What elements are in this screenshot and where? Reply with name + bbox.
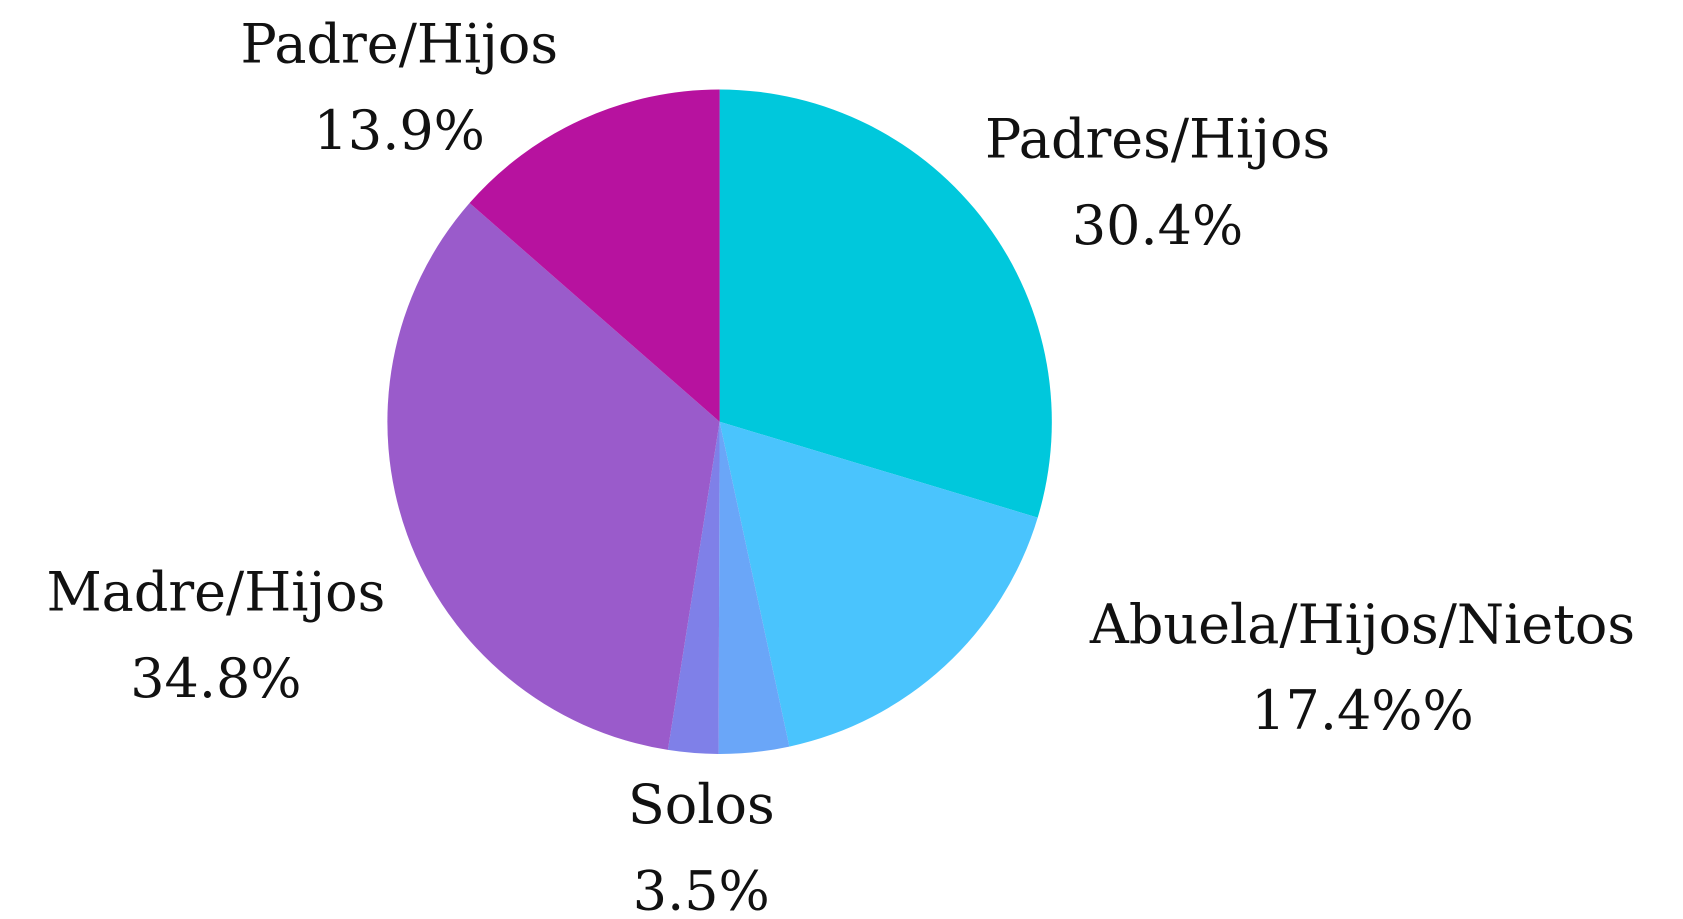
slice-value-label: 13.9% bbox=[314, 99, 485, 162]
slice-value-label: 3.5% bbox=[633, 859, 770, 919]
pie-slice bbox=[719, 421, 1038, 747]
slice-label: Madre/Hijos bbox=[46, 560, 385, 623]
slice-value-label: 17.4%% bbox=[1251, 679, 1474, 742]
slice-label: Solos bbox=[628, 773, 775, 836]
pie-slice bbox=[469, 89, 720, 422]
slice-value-label: 30.4% bbox=[1072, 194, 1243, 257]
pie-slice bbox=[719, 89, 1052, 518]
slice-value-label: 34.8% bbox=[130, 647, 301, 710]
pie-slice bbox=[667, 421, 720, 754]
slice-label: Padre/Hijos bbox=[241, 13, 559, 76]
slice-label: Abuela/Hijos/Nietos bbox=[1089, 593, 1635, 656]
pie-slice bbox=[387, 203, 720, 750]
pie-slice bbox=[718, 421, 790, 754]
slice-label: Padres/Hijos bbox=[985, 107, 1330, 170]
